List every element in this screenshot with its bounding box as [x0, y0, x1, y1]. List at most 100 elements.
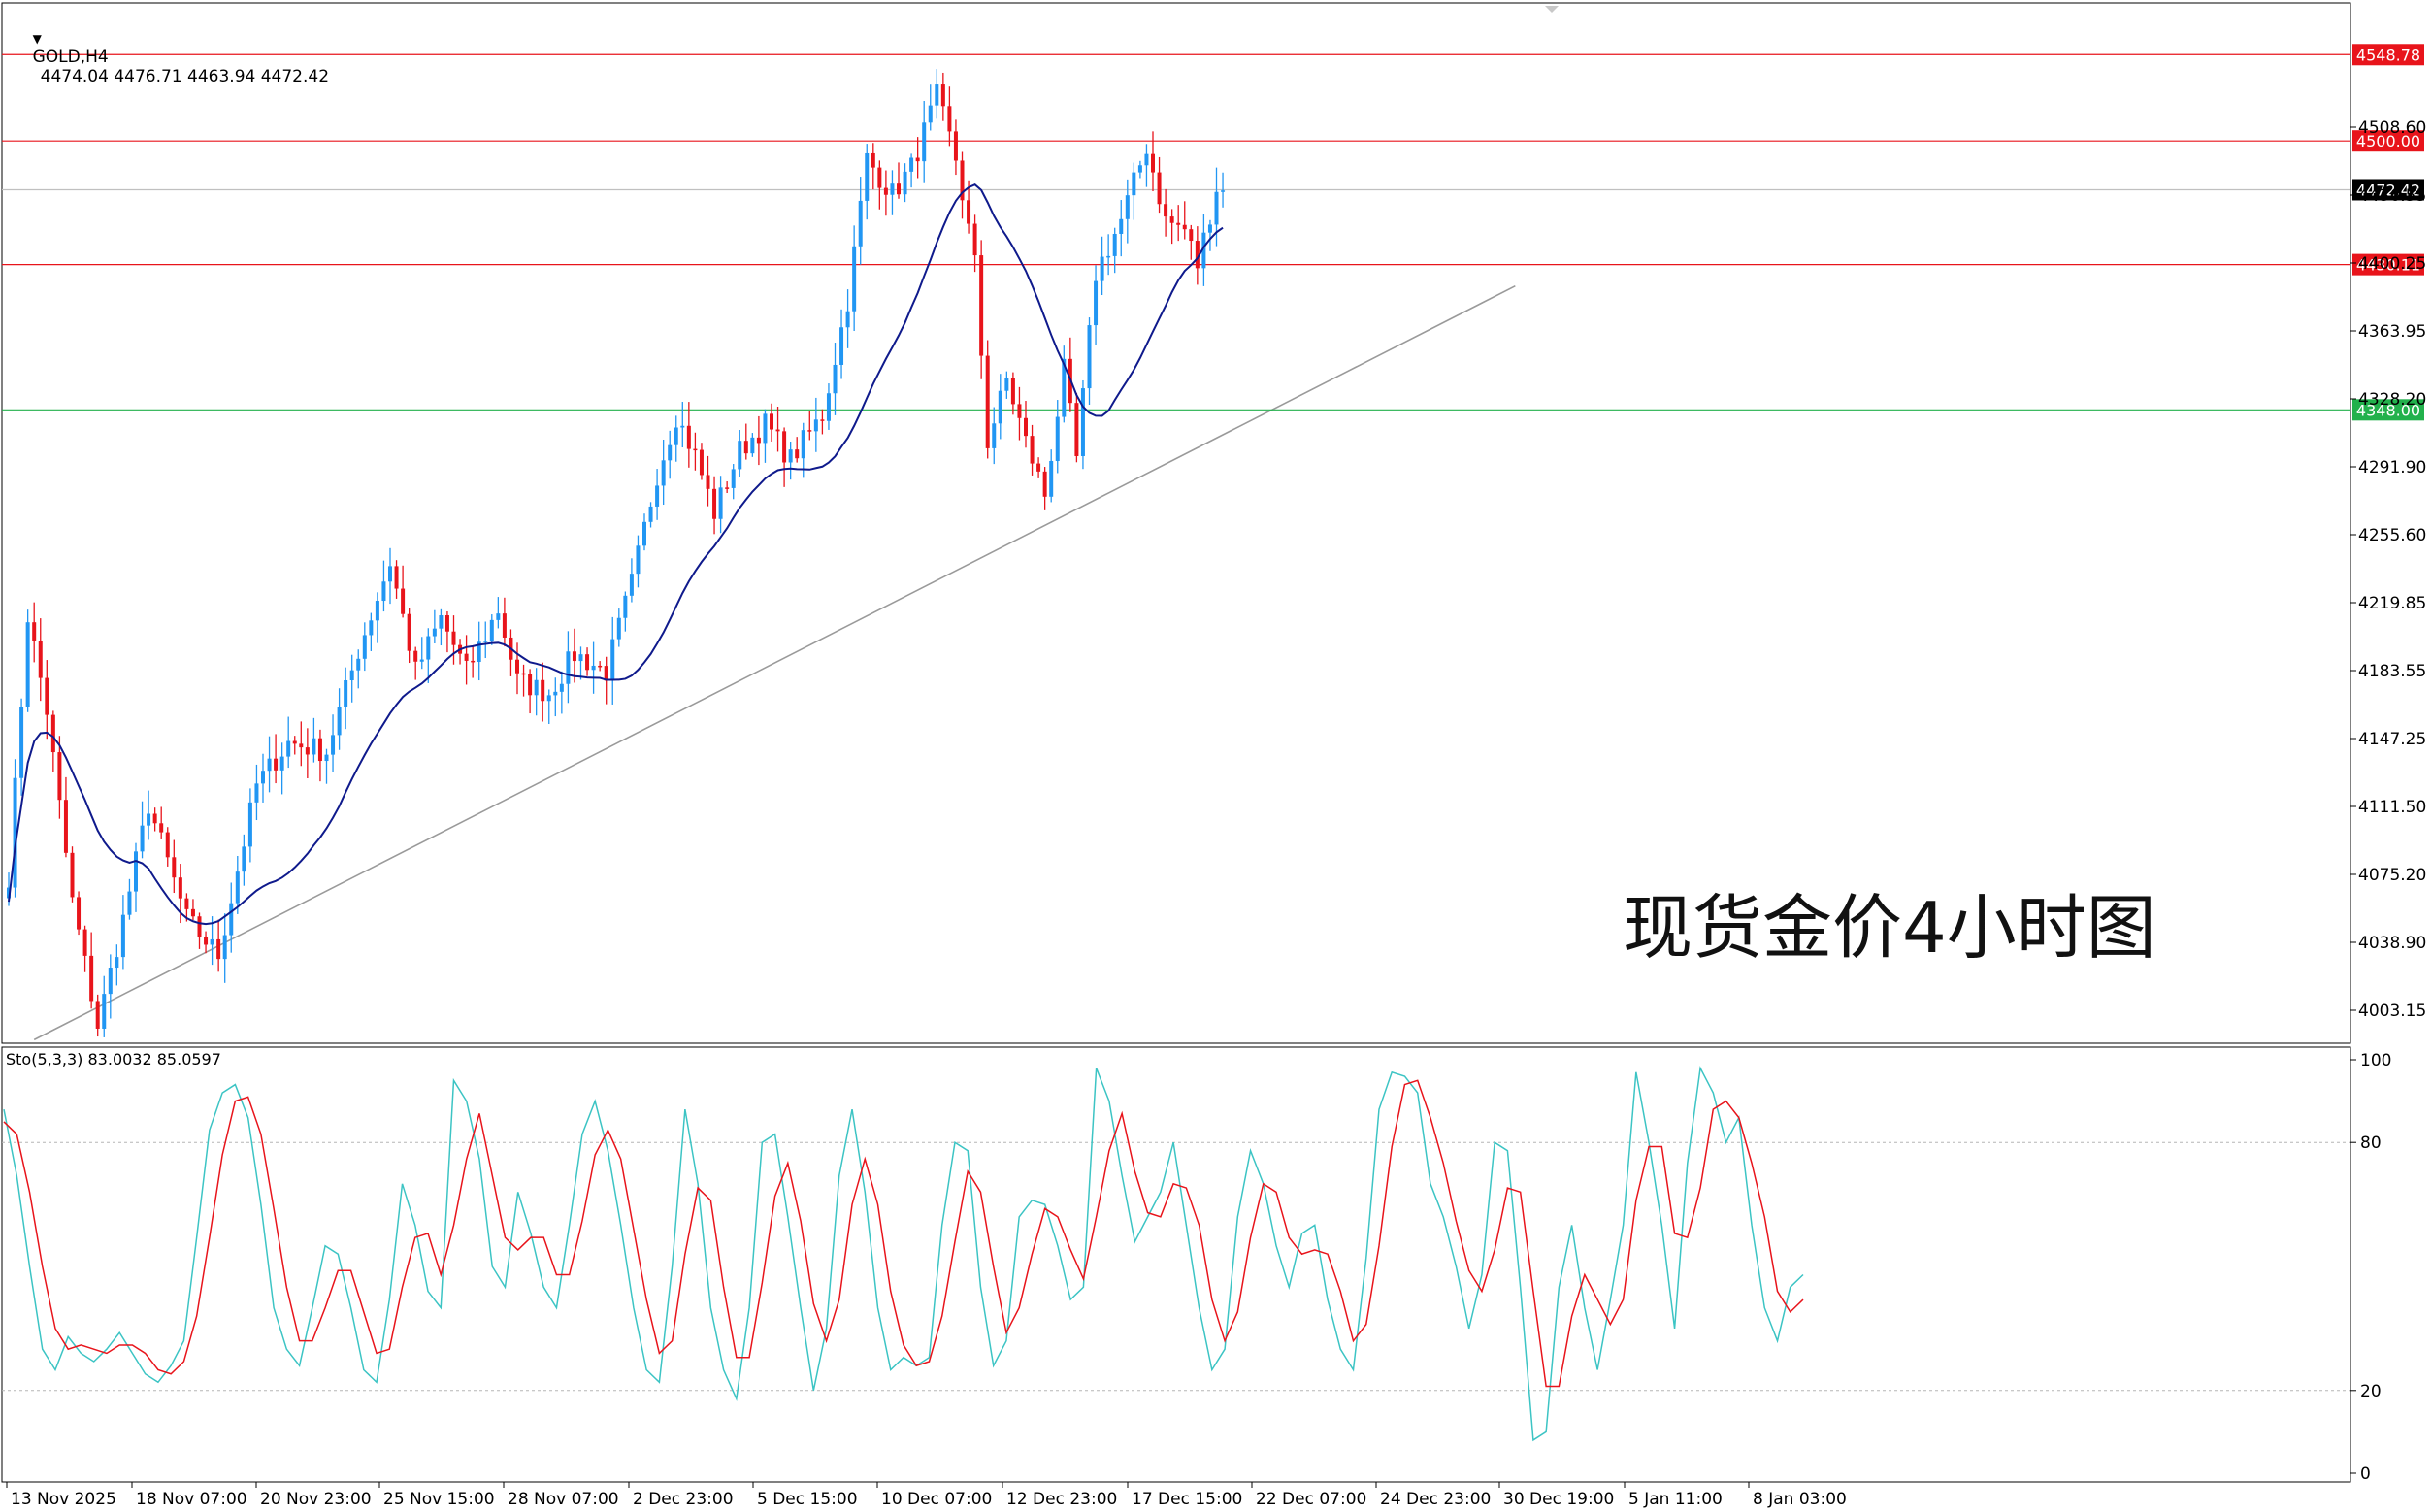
candle[interactable] — [1176, 222, 1181, 225]
candle[interactable] — [763, 413, 768, 444]
candle[interactable] — [1024, 417, 1028, 437]
candle[interactable] — [394, 566, 399, 589]
candle[interactable] — [807, 430, 812, 432]
candle[interactable] — [381, 581, 386, 602]
candle[interactable] — [1201, 232, 1206, 269]
candle[interactable] — [159, 823, 164, 833]
candle[interactable] — [915, 157, 920, 162]
candle[interactable] — [775, 429, 780, 432]
candle[interactable] — [1125, 195, 1130, 219]
candle[interactable] — [25, 622, 30, 707]
candle[interactable] — [852, 246, 857, 312]
candle[interactable] — [1042, 471, 1047, 497]
candle[interactable] — [738, 441, 742, 470]
candle[interactable] — [858, 200, 863, 247]
candle[interactable] — [668, 444, 673, 461]
candle[interactable] — [795, 449, 800, 459]
candle[interactable] — [534, 679, 539, 696]
candle[interactable] — [152, 813, 157, 824]
candle[interactable] — [674, 427, 678, 445]
candle[interactable] — [1164, 204, 1168, 217]
candle[interactable] — [82, 929, 87, 956]
candle[interactable] — [1017, 404, 1022, 418]
candle[interactable] — [890, 183, 895, 195]
candle[interactable] — [636, 545, 641, 575]
candle[interactable] — [826, 393, 831, 421]
candle[interactable] — [655, 485, 660, 507]
candle[interactable] — [903, 171, 907, 195]
candle[interactable] — [1074, 403, 1079, 456]
candle[interactable] — [197, 916, 202, 937]
candle[interactable] — [267, 758, 272, 772]
candle[interactable] — [992, 423, 997, 448]
candle[interactable] — [743, 441, 748, 454]
candle[interactable] — [108, 968, 113, 995]
candle[interactable] — [642, 521, 646, 546]
candle[interactable] — [585, 654, 590, 671]
trendline[interactable] — [33, 284, 1516, 1041]
candle[interactable] — [623, 595, 628, 618]
candle[interactable] — [483, 641, 488, 642]
candle[interactable] — [801, 430, 805, 459]
candle[interactable] — [286, 740, 291, 757]
candle[interactable] — [7, 887, 11, 899]
candle[interactable] — [756, 437, 761, 444]
candle[interactable] — [19, 707, 24, 778]
candle[interactable] — [247, 802, 252, 847]
candle[interactable] — [718, 487, 723, 519]
candle[interactable] — [140, 825, 145, 852]
candle[interactable] — [77, 897, 82, 930]
candle[interactable] — [877, 167, 882, 188]
candle[interactable] — [1036, 463, 1041, 472]
candle[interactable] — [521, 673, 526, 675]
candle[interactable] — [229, 903, 234, 936]
candle[interactable] — [979, 255, 984, 356]
candle[interactable] — [559, 683, 564, 692]
candle[interactable] — [204, 937, 209, 945]
candle[interactable] — [998, 390, 1002, 424]
candle[interactable] — [515, 659, 519, 674]
candle[interactable] — [63, 800, 68, 853]
candle[interactable] — [324, 754, 329, 762]
candle[interactable] — [299, 743, 304, 748]
candle[interactable] — [680, 425, 685, 428]
candle[interactable] — [444, 615, 449, 632]
candle[interactable] — [45, 677, 49, 715]
candle[interactable] — [604, 666, 608, 681]
candle[interactable] — [686, 425, 691, 449]
candle[interactable] — [344, 680, 348, 707]
candle[interactable] — [947, 106, 952, 132]
candle[interactable] — [897, 183, 901, 195]
candle[interactable] — [1030, 436, 1035, 464]
candle[interactable] — [184, 898, 189, 909]
candle[interactable] — [210, 938, 214, 945]
candle[interactable] — [242, 846, 246, 872]
candle[interactable] — [413, 650, 418, 662]
candle[interactable] — [750, 437, 755, 454]
candle[interactable] — [528, 674, 533, 696]
candle[interactable] — [95, 1001, 100, 1029]
indicator-plot-area[interactable] — [1, 1046, 2351, 1483]
candle[interactable] — [178, 877, 182, 899]
candle[interactable] — [712, 488, 717, 519]
candle[interactable] — [419, 659, 424, 662]
candle[interactable] — [1049, 460, 1054, 497]
candle[interactable] — [922, 122, 927, 162]
candle[interactable] — [940, 84, 945, 107]
candle[interactable] — [120, 914, 125, 958]
candle[interactable] — [909, 157, 914, 172]
candle[interactable] — [70, 852, 75, 898]
candle[interactable] — [279, 756, 284, 771]
candle[interactable] — [172, 857, 177, 878]
candle[interactable] — [782, 431, 787, 463]
candle[interactable] — [337, 707, 342, 736]
candle[interactable] — [216, 938, 221, 960]
candle[interactable] — [1010, 378, 1015, 405]
candle[interactable] — [254, 783, 259, 803]
candle[interactable] — [1004, 378, 1009, 391]
candle[interactable] — [331, 735, 336, 755]
candle[interactable] — [317, 738, 322, 762]
candle[interactable] — [127, 891, 132, 915]
candle[interactable] — [1221, 190, 1226, 192]
candle[interactable] — [788, 449, 793, 463]
